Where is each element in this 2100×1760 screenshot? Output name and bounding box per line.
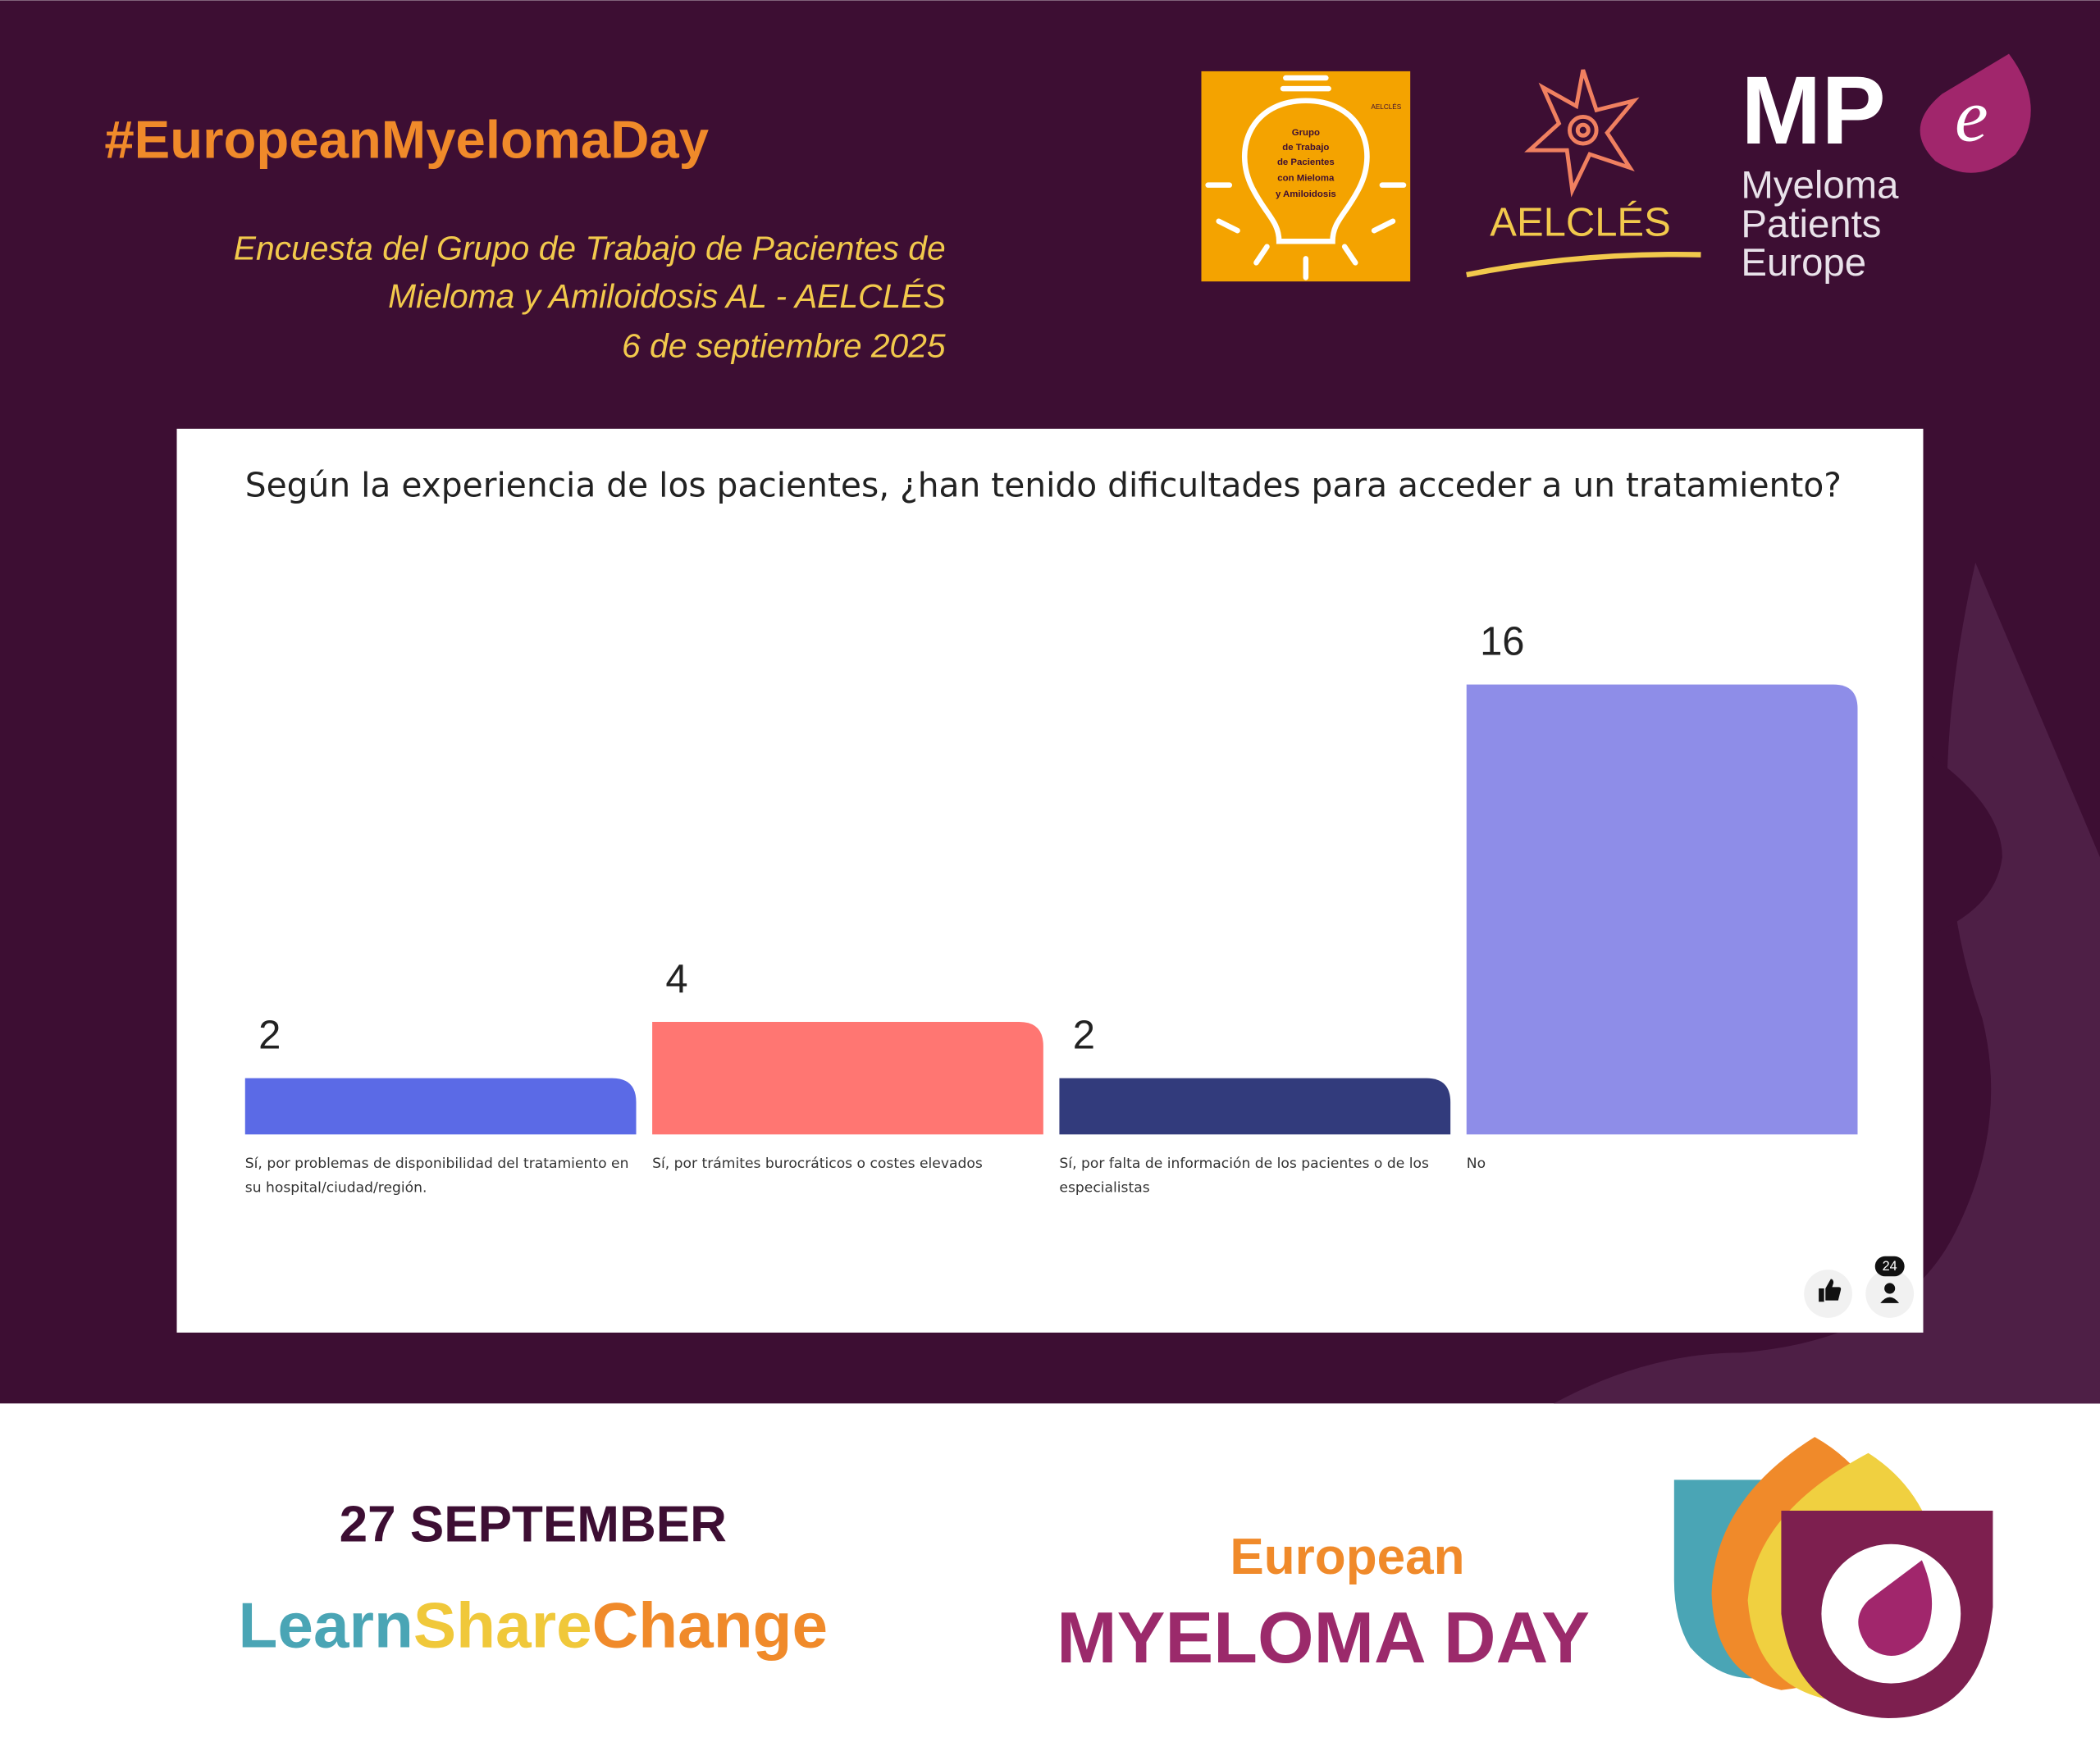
slogan-learn: Learn	[239, 1589, 413, 1661]
value-label: 16	[1480, 620, 1524, 664]
category-label: No	[1466, 1156, 1486, 1172]
value-label: 2	[1073, 1014, 1095, 1058]
category-label-box: Sí, por trámites burocráticos o costes e…	[652, 1156, 983, 1172]
group-text: y Amiloidosis	[1276, 189, 1336, 199]
category-label: Sí, por falta de información de los paci…	[1059, 1156, 1429, 1197]
mpe-logo: MP e Myeloma Patients Europe	[1741, 53, 2031, 285]
footer-myeloma-day: MYELOMA DAY	[1057, 1597, 1590, 1678]
hashtag: #EuropeanMyelomaDay	[104, 109, 709, 169]
bar	[652, 1022, 1043, 1135]
participants-badge	[1874, 1256, 1905, 1277]
decor-hole	[1923, 750, 2002, 938]
value-label: 2	[258, 1014, 281, 1058]
slogan: LearnShareChange	[239, 1589, 829, 1661]
bar	[1466, 684, 1858, 1135]
slogan-share: Share	[413, 1589, 592, 1661]
group-text: de Trabajo	[1282, 143, 1329, 153]
subtitle: Encuesta del Grupo de Trabajo de Pacient…	[234, 229, 946, 267]
emd-logo	[1673, 1437, 1993, 1719]
slogan-change: Change	[592, 1589, 828, 1661]
reactions: 24	[1804, 1256, 1915, 1318]
decor-drop	[1553, 563, 2100, 1404]
category-label: Sí, por problemas de disponibilidad del …	[244, 1156, 629, 1197]
mpe-text: Patients	[1741, 203, 1881, 246]
category-label-box: No	[1466, 1156, 1486, 1172]
category-label-box: Sí, por problemas de disponibilidad del …	[244, 1156, 629, 1197]
group-text: Grupo	[1292, 128, 1320, 138]
mpe-text: Myeloma	[1741, 163, 1899, 207]
group-text: de Pacientes	[1277, 157, 1335, 167]
bar	[244, 1078, 637, 1135]
footer-date: 27 SEPTEMBER	[340, 1497, 727, 1553]
subtitle: Mieloma y Amiloidosis AL - AELCLÉS	[388, 277, 945, 315]
bar	[1059, 1078, 1451, 1135]
mpe-text: Europe	[1741, 241, 1866, 285]
value-label: 4	[665, 957, 687, 1001]
mpe-e: e	[1955, 75, 1988, 157]
subtitle: 6 de septiembre 2025	[622, 327, 946, 365]
participants-count: 24	[1883, 1259, 1897, 1274]
group-badge: AELCLÉS	[1371, 103, 1401, 111]
group-text: con Mieloma	[1277, 174, 1335, 184]
group-logo: Grupo de Trabajo de Pacientes con Mielom…	[1201, 71, 1411, 282]
category-label-box: Sí, por falta de información de los paci…	[1059, 1156, 1429, 1197]
mpe-mark: MP	[1741, 57, 1885, 164]
aelcles-logo: AELCLÉS	[1466, 69, 1701, 278]
bars: 2 Sí, por problemas de disponibilidad del…	[244, 620, 1858, 1197]
aelcles-text: AELCLÉS	[1490, 201, 1670, 245]
footer-european: European	[1230, 1529, 1464, 1585]
category-label: Sí, por trámites burocráticos o costes e…	[652, 1156, 983, 1172]
chart-title: Según la experiencia de los pacientes, ¿…	[245, 466, 1842, 505]
